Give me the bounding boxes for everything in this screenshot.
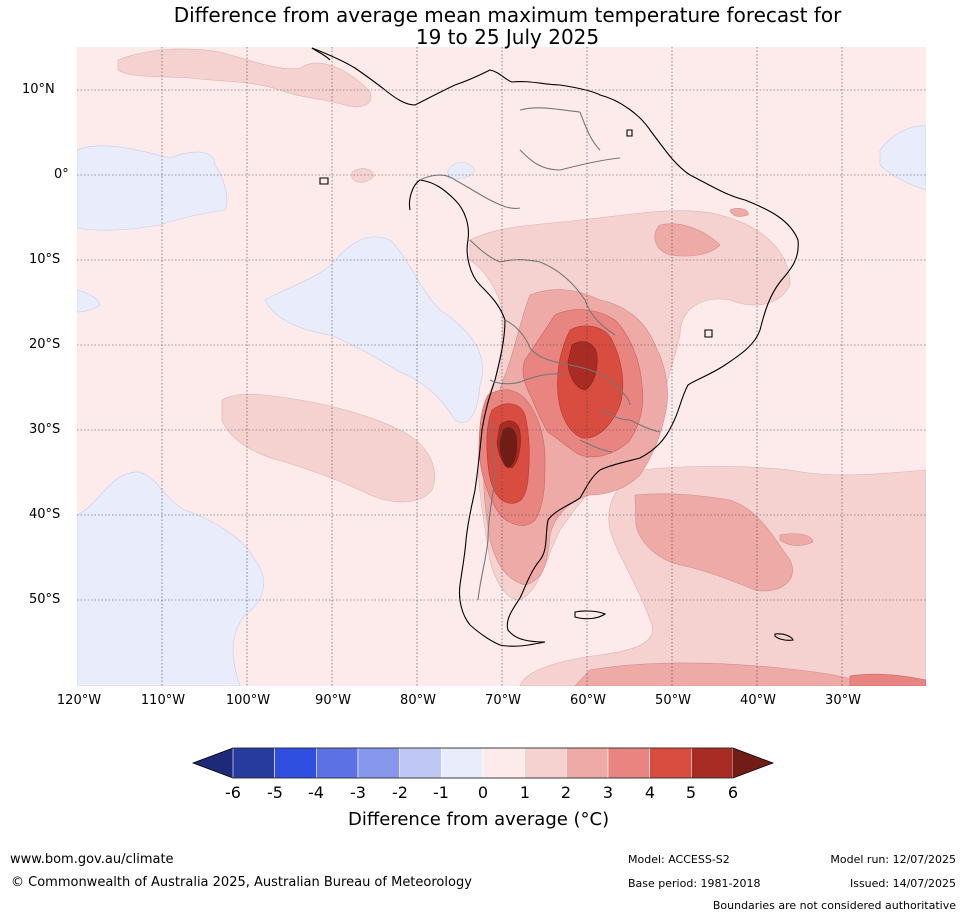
colorbar-cell [399,747,442,779]
anomaly-field-minus1-to-0 [77,125,926,686]
colorbar-cell [566,747,609,779]
boundaries-note: Boundaries are not considered authoritat… [712,899,956,912]
lon-label-60w: 60°W [570,693,606,708]
colorbar-cell [607,747,650,779]
colorbar-cell [649,747,692,779]
lat-label-10s: 10°S [29,252,61,267]
colorbar [191,747,775,779]
colorbar-cell [316,747,359,779]
title-line-1: Difference from average mean maximum tem… [173,3,842,27]
colorbar-tick: 4 [644,783,656,802]
lon-label-100w: 100°W [225,693,271,708]
model-name: Model: ACCESS-S2 [628,853,730,866]
anomaly-field-above-6 [499,427,518,468]
colorbar-low-extend [193,748,233,778]
lon-label-70w: 70°W [485,693,521,708]
lon-label-110w: 110°W [140,693,186,708]
title-line-2: 19 to 25 July 2025 [415,25,600,49]
colorbar-cell [274,747,317,779]
lat-label-10n: 10°N [22,82,55,97]
colorbar-tick: -2 [392,783,408,802]
colorbar-tick: 5 [685,783,697,802]
colorbar-tick: 6 [727,783,739,802]
issued-date: Issued: 14/07/2025 [849,877,956,890]
lat-label-20s: 20°S [29,337,61,352]
colorbar-tick: 0 [477,783,489,802]
lon-label-90w: 90°W [315,693,351,708]
coastline [311,47,799,647]
map-field [77,47,926,686]
colorbar-cell [524,747,567,779]
colorbar-tick: 2 [560,783,572,802]
colorbar-tick: 3 [602,783,614,802]
lon-label-30w: 30°W [825,693,861,708]
colorbar-tick: -1 [433,783,449,802]
colorbar-cell [357,747,400,779]
lat-label-0: 0° [54,167,69,182]
colorbar-tick: -3 [350,783,366,802]
colorbar-tick: -5 [267,783,283,802]
colorbar-label: Difference from average (°C) [348,809,610,830]
gridlines [77,47,926,686]
colorbar-cell [441,747,484,779]
lat-label-30s: 30°S [29,422,61,437]
lon-label-40w: 40°W [740,693,776,708]
copyright-notice: © Commonwealth of Australia 2025, Austra… [11,875,472,890]
colorbar-tick: -4 [308,783,324,802]
colorbar-cell [691,747,734,779]
base-period: Base period: 1981-2018 [628,877,761,890]
colorbar-high-extend [733,748,773,778]
colorbar-cell [482,747,525,779]
lat-label-50s: 50°S [29,592,61,607]
lat-label-40s: 40°S [29,507,61,522]
colorbar-cell [232,747,275,779]
lon-label-50w: 50°W [655,693,691,708]
colorbar-tick: -6 [225,783,241,802]
colorbar-tick: 1 [519,783,531,802]
lon-label-80w: 80°W [400,693,436,708]
website-url: www.bom.gov.au/climate [10,852,174,867]
colorbar-cells [232,747,734,779]
map-title: Difference from average mean maximum tem… [0,4,965,48]
model-run-date: Model run: 12/07/2025 [830,853,956,866]
lon-label-120w: 120°W [56,693,102,708]
